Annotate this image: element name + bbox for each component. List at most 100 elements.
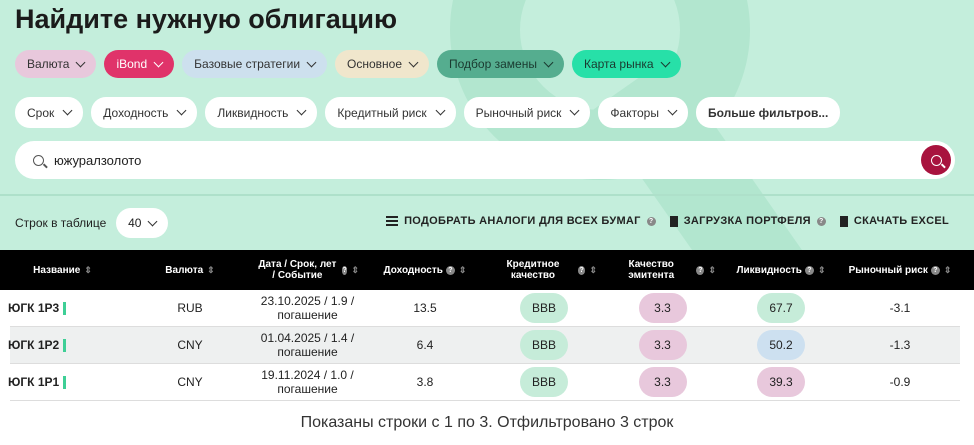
search-icon [930,154,942,166]
filter-chips: Срок Доходность Ликвидность Кредитный риск Р… [15,97,841,128]
cell-market: -0.9 [840,364,960,400]
column-header-label: Ликвидность [736,264,802,276]
event: погашение [277,345,338,359]
chevron-down-icon [306,57,317,67]
help-icon[interactable]: ? [646,216,656,226]
event: погашение [277,308,338,322]
issuer-badge: 3.3 [638,367,687,397]
search-value: южуралзолото [54,152,142,168]
help-icon[interactable]: ? [341,265,348,275]
cell-liquidity: 50.2 [722,327,840,363]
preset-chip[interactable]: Основное [335,50,430,78]
currency: CNY [177,338,203,352]
column-header[interactable]: Ликвидность? ⇕ [722,250,840,290]
help-icon[interactable]: ? [577,265,586,275]
column-header[interactable]: Кредитное качество? ⇕ [485,250,603,290]
help-icon[interactable]: ? [816,216,826,226]
preset-chip[interactable]: Валюта [15,50,97,78]
upload-portfolio-button[interactable]: ЗАГРУЗКА ПОРТФЕЛЯ? [669,215,826,227]
column-header[interactable]: Валюта ⇕ [125,250,255,290]
column-header[interactable]: Качество эмитента? ⇕ [603,250,722,290]
search-input[interactable]: южуралзолото [15,141,955,179]
filter-chip[interactable]: Срок [15,97,84,128]
market-risk: -0.9 [889,375,911,389]
filter-label: Факторы [610,105,659,120]
cell-date: 01.04.2025 / 1.4 /погашение [250,327,365,363]
cell-credit: BBB [485,364,603,400]
column-header[interactable]: Дата / Срок, лет / Событие? ⇕ [250,250,365,290]
sort-icon[interactable]: ⇕ [817,264,826,275]
more-filters-button[interactable]: Больше фильтров... [695,97,841,128]
bond-name[interactable]: ЮГК 1Р3 [8,301,60,315]
preset-label: Базовые стратегии [194,57,301,71]
filter-chip[interactable]: Факторы [598,97,688,128]
find-analogs-label: ПОДОБРАТЬ АНАЛОГИ ДЛЯ ВСЕХ БУМАГ [404,215,641,227]
upload-portfolio-label: ЗАГРУЗКА ПОРТФЕЛЯ [683,215,811,227]
column-header[interactable]: Рыночный риск? ⇕ [840,250,960,290]
sort-icon[interactable]: ⇕ [84,264,92,275]
cell-currency: RUB [125,290,255,326]
cell-issuer: 3.3 [603,364,722,400]
cell-yield: 3.8 [365,364,485,400]
sort-icon[interactable]: ⇕ [589,264,597,275]
divider [0,194,974,196]
preset-chips: Валюта iBond Базовые стратегии Основное Подб… [15,50,681,78]
filter-chip[interactable]: Рыночный риск [463,97,591,128]
preset-chip[interactable]: Карта рынка [571,50,681,78]
sort-icon[interactable]: ⇕ [708,264,716,275]
currency: RUB [177,301,203,315]
sort-icon[interactable]: ⇕ [458,264,467,275]
column-header-label: Название [33,264,81,276]
search-button[interactable] [921,145,951,175]
filter-chip[interactable]: Кредитный риск [325,97,456,128]
cell-currency: CNY [125,327,255,363]
filter-label: Срок [27,105,55,120]
column-header-label: Валюта [165,264,204,276]
rows-per-page-select[interactable]: 40 [116,208,169,238]
sort-icon[interactable]: ⇕ [351,264,359,275]
filter-chip[interactable]: Ликвидность [205,97,318,128]
column-header[interactable]: Название ⇕ [0,250,125,290]
chevron-down-icon [435,105,446,116]
market-risk: -3.1 [889,301,911,315]
help-icon[interactable]: ? [930,265,940,275]
filter-chip[interactable]: Доходность [91,97,198,128]
preset-chip[interactable]: Базовые стратегии [182,50,328,78]
table-info: Показаны строки с 1 по 3. Отфильтровано … [300,414,674,431]
table-row[interactable]: ЮГК 1Р3 RUB 23.10.2025 / 1.9 /погашение 13.… [8,290,960,327]
date: 23.10.2025 / 1.9 / [260,294,355,308]
bond-name[interactable]: ЮГК 1Р2 [8,338,60,352]
help-icon[interactable]: ? [696,265,705,275]
column-header-label: Доходность [383,264,443,276]
cell-yield: 13.5 [365,290,485,326]
status-bar [63,338,67,352]
column-header[interactable]: Доходность? ⇕ [365,250,485,290]
help-icon[interactable]: ? [804,265,814,275]
date: 19.11.2024 / 1.0 / [261,368,354,382]
chevron-down-icon [62,105,73,116]
filter-label: Рыночный риск [475,105,562,120]
filter-label: Доходность [103,105,169,120]
preset-chip[interactable]: iBond [104,50,175,78]
sort-icon[interactable]: ⇕ [207,264,215,275]
filter-label: Кредитный риск [337,105,427,120]
help-icon[interactable]: ? [445,265,455,275]
sort-icon[interactable]: ⇕ [943,264,952,275]
column-header-label: Дата / Срок, лет / Событие [258,259,337,281]
cell-liquidity: 39.3 [722,364,840,400]
download-excel-button[interactable]: СКАЧАТЬ EXCEL [839,215,949,227]
status-bar [63,375,67,389]
table-row[interactable]: ЮГК 1Р1 CNY 19.11.2024 / 1.0 /погашение 3.8… [8,364,960,401]
cell-credit: BBB [485,290,603,326]
preset-chip[interactable]: Подбор замены [437,50,564,78]
column-header-label: Качество эмитента [628,259,675,281]
preset-label: Карта рынка [583,57,654,71]
cell-market: -1.3 [840,327,960,363]
yield: 6.4 [416,338,434,352]
find-analogs-button[interactable]: ПОДОБРАТЬ АНАЛОГИ ДЛЯ ВСЕХ БУМАГ? [386,215,656,227]
table-row[interactable]: ЮГК 1Р2 CNY 01.04.2025 / 1.4 /погашение 6.4… [8,327,960,364]
cell-date: 23.10.2025 / 1.9 /погашение [250,290,365,326]
preset-label: iBond [116,57,148,71]
chevron-down-icon [148,216,158,226]
bond-name[interactable]: ЮГК 1Р1 [8,375,60,389]
